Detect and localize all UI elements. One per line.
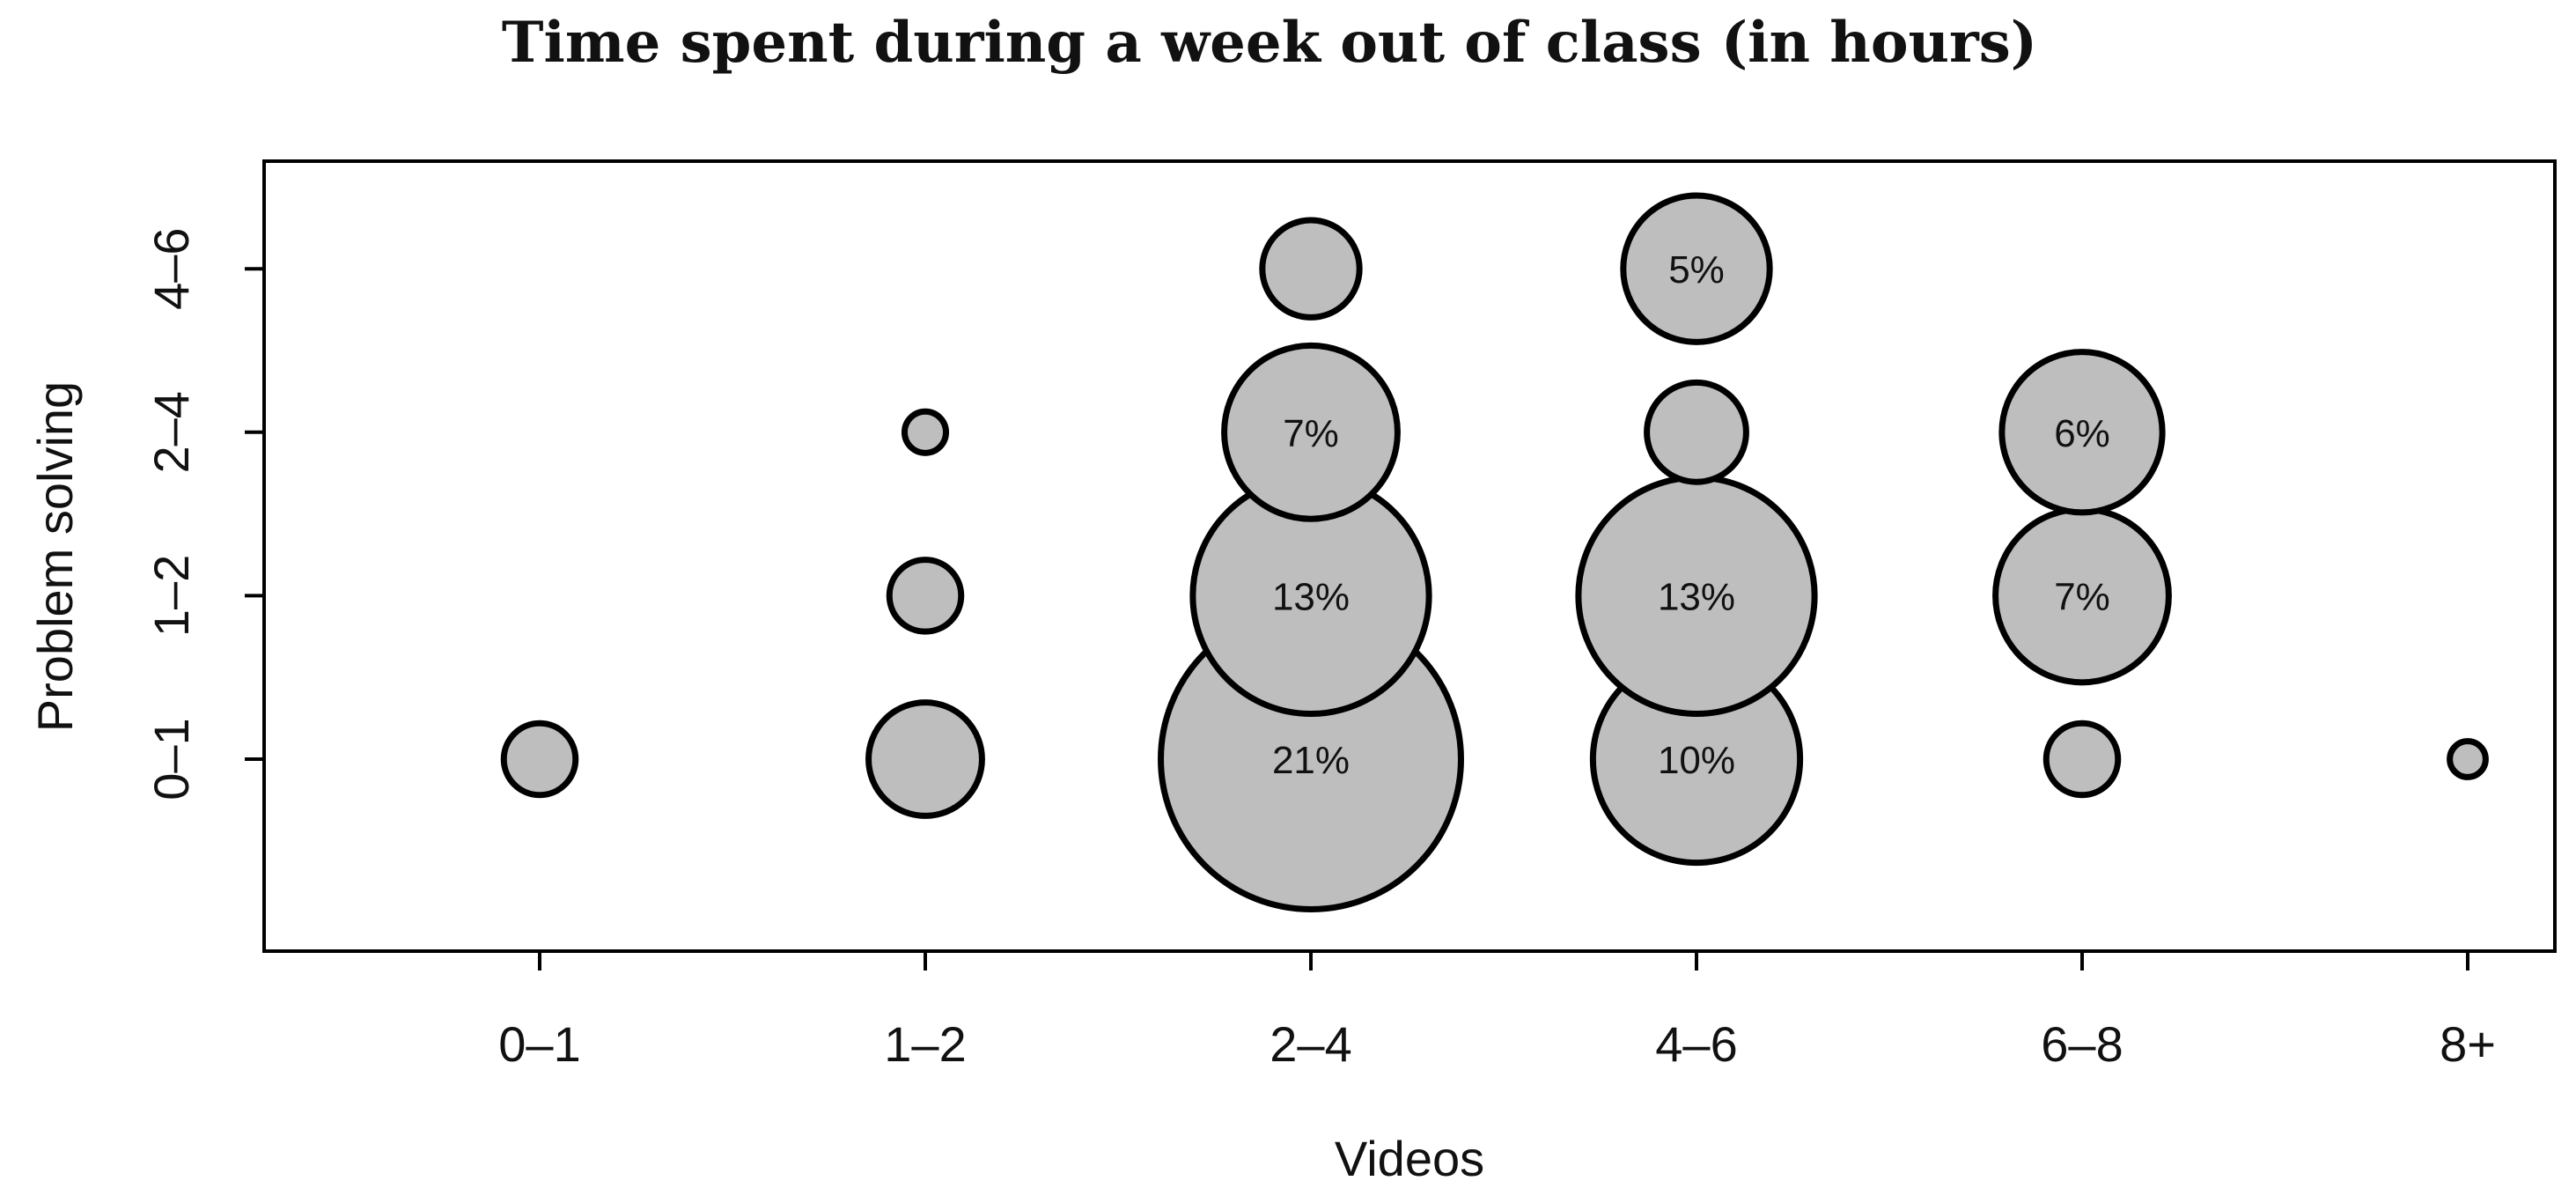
bubble-point bbox=[865, 699, 985, 819]
bubble-data-label: 21% bbox=[1272, 739, 1350, 782]
bubble-point bbox=[901, 408, 950, 456]
bubble-point bbox=[2447, 738, 2489, 780]
x-tick-label: 4–6 bbox=[1655, 1016, 1737, 1072]
x-tick-label: 2–4 bbox=[1270, 1016, 1351, 1072]
bubble-data-label: 6% bbox=[2054, 412, 2110, 455]
bubble-data-label: 7% bbox=[2054, 575, 2110, 618]
bubble-data-label: 13% bbox=[1272, 575, 1350, 618]
bubble-point bbox=[886, 557, 965, 635]
x-tick-label: 0–1 bbox=[498, 1016, 580, 1072]
chart-title: Time spent during a week out of class (i… bbox=[502, 10, 2037, 76]
y-tick-label: 2–4 bbox=[144, 391, 199, 473]
x-axis-label: Videos bbox=[1335, 1131, 1484, 1186]
bubble-point bbox=[1620, 192, 1773, 345]
bubble-point bbox=[2042, 720, 2122, 799]
bubble-data-label: 10% bbox=[1658, 739, 1735, 782]
y-tick-label: 1–2 bbox=[144, 555, 199, 637]
y-axis-label: Problem solving bbox=[27, 381, 83, 732]
bubble-point bbox=[1644, 379, 1749, 485]
bubble-data-label: 7% bbox=[1283, 412, 1339, 455]
x-tick-label: 1–2 bbox=[884, 1016, 966, 1072]
bubble-data-label: 5% bbox=[1668, 248, 1725, 292]
plot-frame bbox=[262, 159, 2557, 953]
bubble-layer: 21% 13% 7% 10% 13% 5% 7% 6% bbox=[500, 192, 2489, 912]
bubble-point bbox=[1221, 342, 1401, 522]
y-axis: 0–1 1–2 2–4 4–6 bbox=[144, 227, 264, 801]
y-tick-label: 4–6 bbox=[144, 227, 199, 309]
y-tick-label: 0–1 bbox=[144, 718, 199, 800]
bubble-point bbox=[1259, 217, 1363, 321]
x-axis: 0–1 1–2 2–4 4–6 6–8 8+ bbox=[498, 951, 2496, 1072]
x-tick-label: 8+ bbox=[2440, 1016, 2496, 1072]
bubble-point bbox=[1998, 349, 2166, 516]
bubble-point bbox=[500, 720, 579, 799]
bubble-data-label: 13% bbox=[1658, 575, 1735, 618]
x-tick-label: 6–8 bbox=[2041, 1016, 2123, 1072]
